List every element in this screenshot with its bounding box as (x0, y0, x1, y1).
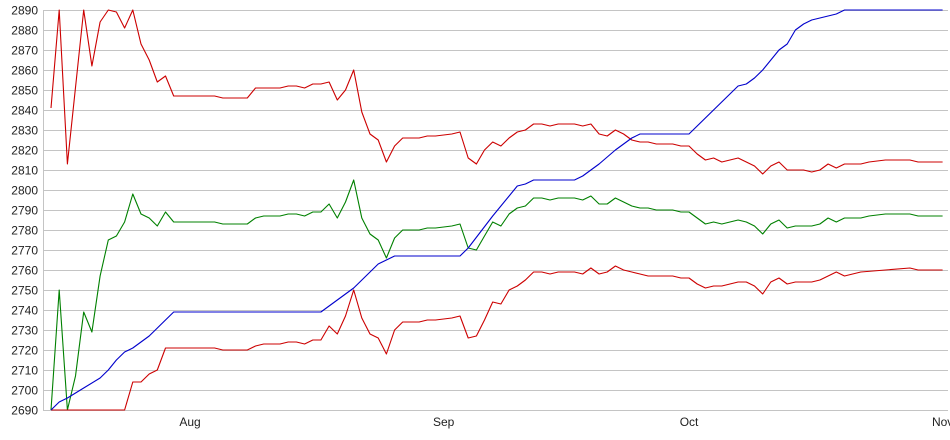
y-axis-ticks: 2690 2700 2710 2720 2730 2740 2750 2760 2770 2780… (11, 4, 38, 418)
series-line-1 (50, 9, 943, 175)
y-tick-label: 2810 (11, 164, 38, 178)
series-lines (50, 9, 943, 411)
y-tick-label: 2760 (11, 264, 38, 278)
y-tick-label: 2890 (11, 4, 38, 18)
y-tick-label: 2870 (11, 44, 38, 58)
y-tick-label: 2880 (11, 24, 38, 38)
y-tick-label: 2790 (11, 204, 38, 218)
series-line-3 (51, 265, 943, 411)
y-tick-label: 2700 (11, 384, 38, 398)
y-tick-label: 2830 (11, 124, 38, 138)
y-tick-label: 2740 (11, 304, 38, 318)
x-tick-label: Aug (179, 415, 200, 429)
y-tick-label: 2720 (11, 344, 38, 358)
y-tick-label: 2780 (11, 224, 38, 238)
y-tick-label: 2770 (11, 244, 38, 258)
y-tick-label: 2840 (11, 104, 38, 118)
y-tick-label: 2850 (11, 84, 38, 98)
y-tick-label: 2800 (11, 184, 38, 198)
y-tick-label: 2860 (11, 64, 38, 78)
x-tick-label: Oct (680, 415, 699, 429)
series-line-2 (50, 179, 943, 411)
gridlines (43, 10, 948, 411)
x-tick-label: Sep (433, 415, 455, 429)
y-tick-label: 2690 (11, 404, 38, 418)
y-tick-label: 2750 (11, 284, 38, 298)
x-axis-ticks: Aug Sep Oct Nov (179, 415, 950, 429)
x-tick-label: Nov (932, 415, 950, 429)
y-tick-label: 2710 (11, 364, 38, 378)
y-tick-label: 2820 (11, 144, 38, 158)
y-tick-label: 2730 (11, 324, 38, 338)
series-line-4 (50, 9, 943, 411)
